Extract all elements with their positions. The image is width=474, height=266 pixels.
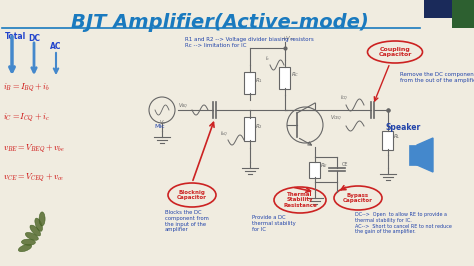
Text: Blocknig
Capacitor: Blocknig Capacitor (177, 190, 207, 200)
Text: $R_E$: $R_E$ (320, 161, 328, 170)
Text: Mic: Mic (154, 124, 164, 129)
Polygon shape (417, 138, 433, 172)
Text: DC: DC (28, 34, 40, 43)
Text: Blocks the DC
component from
the input of the
amplifier: Blocks the DC component from the input o… (165, 210, 209, 232)
Text: DC-->  Open  to allow RE to provide a
thermal stability for IC.
AC-->  Short to : DC--> Open to allow RE to provide a ther… (355, 212, 452, 234)
Text: $i_B= I_{BQ} + i_b$: $i_B= I_{BQ} + i_b$ (3, 82, 50, 94)
Text: Coupling
Capacitor: Coupling Capacitor (378, 47, 412, 57)
FancyBboxPatch shape (245, 72, 255, 94)
Text: $V_s$: $V_s$ (159, 118, 166, 127)
Text: $i_C= I_{CQ} + i_c$: $i_C= I_{CQ} + i_c$ (3, 112, 50, 124)
Text: Thermal
Stability
Resistance: Thermal Stability Resistance (283, 192, 317, 208)
Text: $v_{CE}= V_{CEQ} + v_{ce}$: $v_{CE}= V_{CEQ} + v_{ce}$ (3, 172, 64, 184)
Text: $I_{bQ}$: $I_{bQ}$ (220, 130, 228, 139)
Text: Total: Total (5, 32, 26, 41)
Text: $v_{BE}= V_{BEQ} + v_{be}$: $v_{BE}= V_{BEQ} + v_{be}$ (3, 143, 65, 155)
FancyBboxPatch shape (310, 161, 320, 177)
Text: $R_1$: $R_1$ (255, 76, 263, 85)
Bar (452, 0, 474, 28)
Text: Bypass
Capacitor: Bypass Capacitor (343, 193, 373, 203)
Ellipse shape (30, 225, 41, 236)
Text: $R_2$: $R_2$ (255, 122, 263, 131)
FancyBboxPatch shape (383, 131, 393, 149)
Bar (409, 145, 417, 165)
Text: $R_C$: $R_C$ (291, 70, 300, 79)
Bar (424, 0, 452, 18)
Ellipse shape (39, 212, 45, 226)
Ellipse shape (18, 244, 32, 252)
Ellipse shape (21, 239, 36, 245)
FancyBboxPatch shape (245, 117, 255, 141)
FancyBboxPatch shape (280, 66, 291, 89)
Text: $V_{BQ}$: $V_{BQ}$ (178, 102, 188, 111)
Text: $I_{CQ}$: $I_{CQ}$ (340, 94, 348, 103)
Text: Provide a DC
thermal stability
for IC: Provide a DC thermal stability for IC (252, 215, 296, 232)
Text: $I_c$: $I_c$ (265, 54, 270, 63)
Text: Remove the DC component
from the out of the amplifier: Remove the DC component from the out of … (400, 72, 474, 83)
Ellipse shape (35, 218, 43, 231)
Text: Speaker: Speaker (385, 123, 420, 132)
Text: AC: AC (50, 42, 62, 51)
Text: $V_{CEQ}$: $V_{CEQ}$ (330, 114, 342, 123)
Text: $+V_{cc}$: $+V_{cc}$ (281, 34, 296, 43)
Text: R1 and R2 --> Voltage divider biasing resistors
Rc --> limitation for IC: R1 and R2 --> Voltage divider biasing re… (185, 37, 314, 48)
Ellipse shape (25, 232, 38, 240)
Text: $R_L$: $R_L$ (393, 132, 401, 141)
Text: BJT Amplifier(Active-mode): BJT Amplifier(Active-mode) (71, 13, 369, 32)
Text: CE: CE (342, 163, 348, 168)
